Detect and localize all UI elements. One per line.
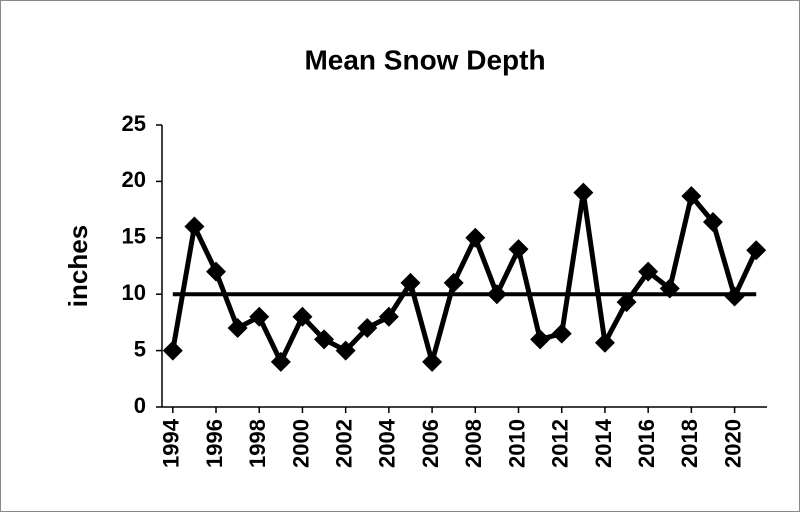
y-axis-label: inches	[63, 225, 93, 307]
data-marker	[314, 329, 335, 350]
data-marker	[616, 292, 637, 313]
y-tick-label: 15	[122, 224, 146, 249]
data-marker	[486, 284, 507, 305]
data-marker	[573, 182, 594, 203]
data-marker	[249, 306, 270, 327]
x-tick-label: 2016	[634, 419, 659, 468]
x-tick-label: 2000	[288, 419, 313, 468]
chart-title: Mean Snow Depth	[304, 44, 545, 75]
y-tick-label: 10	[122, 280, 146, 305]
x-tick-label: 1996	[202, 419, 227, 468]
data-marker	[530, 329, 551, 350]
data-marker	[270, 351, 291, 372]
x-tick-label: 1994	[159, 418, 184, 468]
data-marker	[465, 227, 486, 248]
data-marker	[638, 261, 659, 282]
y-tick-label: 20	[122, 167, 146, 192]
data-marker	[400, 272, 421, 293]
data-marker	[206, 261, 227, 282]
data-marker	[724, 286, 745, 307]
x-tick-label: 2008	[461, 419, 486, 468]
x-tick-label: 2004	[375, 418, 400, 468]
data-marker	[184, 216, 205, 237]
x-tick-label: 2020	[720, 419, 745, 468]
x-tick-label: 2018	[677, 419, 702, 468]
x-tick-label: 2012	[548, 419, 573, 468]
data-marker	[594, 332, 615, 353]
data-marker	[681, 186, 702, 207]
x-tick-label: 2010	[504, 419, 529, 468]
y-tick-label: 5	[134, 336, 146, 361]
data-marker	[659, 278, 680, 299]
x-tick-label: 2006	[418, 419, 443, 468]
data-marker	[508, 239, 529, 260]
x-tick-label: 2002	[331, 419, 356, 468]
data-marker	[335, 340, 356, 361]
data-line	[170, 190, 759, 372]
data-marker	[357, 318, 378, 339]
data-marker	[378, 306, 399, 327]
data-marker	[227, 318, 248, 339]
x-tick-label: 1998	[245, 419, 270, 468]
data-marker	[443, 272, 464, 293]
y-tick-label: 0	[134, 393, 146, 418]
data-marker	[162, 340, 183, 361]
x-tick-label: 2014	[591, 418, 616, 468]
data-marker	[702, 212, 723, 233]
y-tick-label: 25	[122, 111, 146, 136]
data-marker	[551, 323, 572, 344]
data-marker	[746, 240, 767, 261]
data-marker	[422, 351, 443, 372]
data-marker	[292, 306, 313, 327]
